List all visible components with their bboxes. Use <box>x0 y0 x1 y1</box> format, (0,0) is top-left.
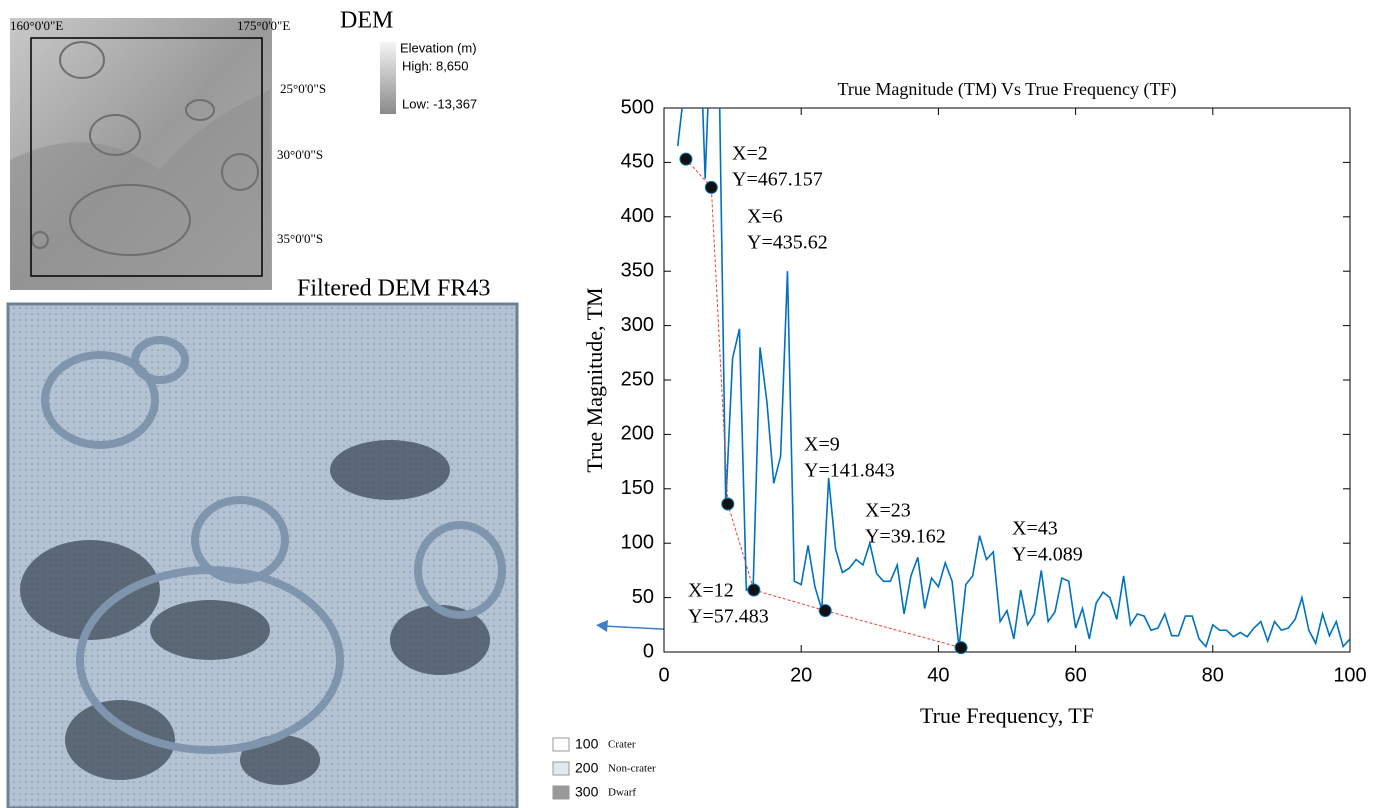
class-name: Crater <box>608 739 636 751</box>
dem-lowland <box>10 90 272 290</box>
class-name: Dwarf <box>608 787 636 799</box>
y-tick-label: 200 <box>621 423 654 445</box>
elevation-bar <box>380 42 396 114</box>
filtered-rims <box>41 336 506 754</box>
y-tick-label: 50 <box>632 586 654 608</box>
y-tick-label: 500 <box>621 96 654 118</box>
elevation-low: Low: -13,367 <box>402 96 477 111</box>
dem-craters <box>31 41 259 256</box>
knee-point <box>954 641 968 655</box>
class-legend: 100 Crater 200 Non-crater 300 Dwarf <box>552 736 656 800</box>
lon-label: 175°0'0"E <box>237 18 290 33</box>
filtered-panel: Filtered DEM FR43 <box>6 276 519 808</box>
swatch-dwarf <box>552 785 570 800</box>
annotation: Y=467.157 <box>732 169 823 191</box>
annotation: Y=39.162 <box>865 526 946 548</box>
annotation: X=6 <box>747 206 783 228</box>
y-tick-label: 300 <box>621 314 654 336</box>
dem-panel: 160°0'0"E 175°0'0"E DEM 25°0'0"S 30°0'0"… <box>10 8 477 290</box>
x-tick-label: 100 <box>1333 664 1366 686</box>
filtered-title: Filtered DEM FR43 <box>297 276 490 302</box>
knee-point <box>747 583 761 597</box>
knee-point <box>704 180 718 194</box>
y-tick-label: 100 <box>621 531 654 553</box>
y-tick-label: 250 <box>621 368 654 390</box>
lon-label: 160°0'0"E <box>10 18 63 33</box>
plot-area <box>663 107 1351 653</box>
class-code: 200 <box>575 760 599 776</box>
annotation: Y=57.483 <box>688 606 769 628</box>
filtered-frame <box>6 302 519 808</box>
x-tick-label: 20 <box>790 664 812 686</box>
class-code: 300 <box>575 784 599 800</box>
swatch-noncrater <box>552 761 570 776</box>
series-line <box>676 108 1350 649</box>
dem-frame <box>30 37 263 277</box>
chart: True Magnitude (TM) Vs True Frequency (T… <box>582 79 1367 728</box>
class-name: Non-crater <box>608 763 656 775</box>
knee-point <box>679 152 693 166</box>
y-axis-label: True Magnitude, TM <box>582 287 607 472</box>
filtered-patches <box>20 440 490 785</box>
y-tick-label: 350 <box>621 259 654 281</box>
y-tick-label: 400 <box>621 205 654 227</box>
elevation-high: High: 8,650 <box>402 58 469 73</box>
y-tick-label: 450 <box>621 151 654 173</box>
annotation: X=9 <box>804 434 840 456</box>
annotation: X=43 <box>1012 518 1058 540</box>
lat-label: 35°0'0"S <box>277 231 323 246</box>
class-code: 100 <box>575 736 599 752</box>
arrow-head <box>596 620 608 632</box>
knee-point <box>818 604 832 618</box>
x-tick-label: 40 <box>927 664 949 686</box>
y-tick-label: 150 <box>621 477 654 499</box>
annotation: Y=141.843 <box>804 460 895 482</box>
annotation: X=23 <box>865 500 911 522</box>
annotation: X=12 <box>688 580 734 602</box>
elevation-title: Elevation (m) <box>400 40 477 55</box>
lat-label: 25°0'0"S <box>280 81 326 96</box>
knee-point <box>721 497 735 511</box>
annotation: Y=4.089 <box>1012 544 1083 566</box>
annotation: Y=435.62 <box>747 232 828 254</box>
x-axis-label: True Frequency, TF <box>920 703 1094 728</box>
lat-label: 30°0'0"S <box>277 147 323 162</box>
x-tick-label: 80 <box>1202 664 1224 686</box>
x-tick-label: 60 <box>1064 664 1086 686</box>
chart-title: True Magnitude (TM) Vs True Frequency (T… <box>838 79 1177 100</box>
swatch-crater <box>552 737 570 752</box>
x-tick-label: 0 <box>658 664 669 686</box>
dem-title: DEM <box>340 8 393 34</box>
y-tick-label: 0 <box>643 640 654 662</box>
annotation: X=2 <box>732 143 768 165</box>
